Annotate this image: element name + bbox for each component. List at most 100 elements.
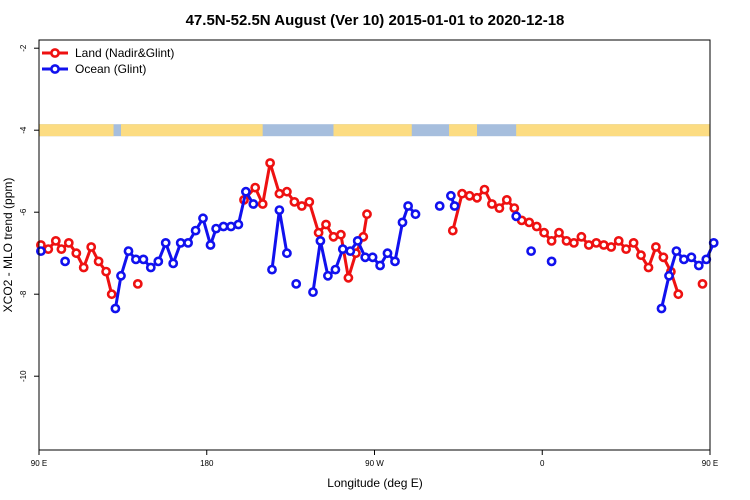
ocean-data-point <box>240 186 251 197</box>
land-data-point <box>591 237 602 248</box>
ocean-data-point <box>330 264 341 275</box>
ocean-data-point <box>322 270 333 281</box>
ocean-data-point <box>274 205 285 215</box>
ocean-data-point <box>308 287 318 297</box>
ocean-data-point <box>60 256 70 267</box>
land-data-point <box>583 240 594 250</box>
land-data-point <box>673 289 684 300</box>
x-tick-label: 90 E <box>702 459 718 468</box>
ocean-series <box>36 186 719 314</box>
legend-swatch-marker <box>50 48 60 58</box>
ocean-data-point <box>291 278 302 289</box>
ocean-data-point <box>693 260 704 271</box>
ocean-data-point <box>352 235 363 246</box>
land-data-point <box>132 278 143 289</box>
land-data-point <box>101 266 111 277</box>
land-data-point <box>257 199 268 209</box>
ocean-data-point <box>160 237 171 248</box>
land-data-point <box>63 237 74 248</box>
ocean-data-point <box>267 264 277 275</box>
ocean-data-point <box>138 254 149 265</box>
land-data-point <box>335 229 346 240</box>
ocean-data-point <box>449 201 460 211</box>
x-axis: 90 E 180 90 W 0 90 E <box>31 450 718 468</box>
land-data-point <box>561 235 572 246</box>
land-data-point <box>472 192 482 203</box>
land-data-point <box>43 244 54 254</box>
ocean-data-point <box>708 237 719 248</box>
land-data-point <box>501 194 512 205</box>
ocean-data-point <box>526 246 536 256</box>
series-layer <box>36 158 719 314</box>
ocean-data-point <box>116 270 126 281</box>
land-data-point <box>304 196 315 207</box>
land-data-point <box>554 227 564 238</box>
land-data-point <box>539 227 549 238</box>
legend-item-land: Land (Nadir&Glint) <box>42 46 174 60</box>
ocean-data-point <box>315 235 326 246</box>
land-data-point <box>281 186 292 197</box>
land-ocean-band <box>39 124 710 137</box>
y-tick-label: -8 <box>19 290 28 298</box>
land-data-point <box>464 190 475 201</box>
land-data-point <box>289 196 300 207</box>
land-data-point <box>343 272 354 283</box>
ocean-data-point <box>153 256 164 267</box>
ocean-data-point <box>205 240 216 250</box>
chart-title: 47.5N-52.5N August (Ver 10) 2015-01-01 t… <box>186 12 565 29</box>
ocean-data-point <box>36 246 46 256</box>
land-data-point <box>613 235 624 246</box>
ocean-data-point <box>248 199 259 209</box>
land-data-point <box>494 203 505 213</box>
land-data-point <box>78 262 89 273</box>
land-data-point <box>643 262 654 273</box>
y-tick-label: -4 <box>19 126 28 134</box>
land-data-point <box>106 289 117 300</box>
land-data-point <box>531 221 542 232</box>
legend-label: Ocean (Glint) <box>75 62 146 76</box>
land-data-point <box>486 199 497 209</box>
land-data-point <box>576 231 587 242</box>
land-band-segment <box>39 124 114 137</box>
ocean-data-point <box>671 246 682 256</box>
ocean-data-point <box>701 254 712 265</box>
y-axis-label: XCO2 - MLO trend (ppm) <box>1 178 15 313</box>
land-data-point <box>86 242 97 252</box>
x-tick-label: 180 <box>200 459 214 468</box>
ocean-data-point <box>337 244 348 254</box>
y-tick-label: -10 <box>19 370 28 382</box>
x-tick-label: 0 <box>540 459 545 468</box>
land-data-point <box>606 242 617 252</box>
ocean-data-point <box>218 221 229 232</box>
land-data-point <box>250 182 261 193</box>
ocean-data-point <box>410 209 421 220</box>
ocean-data-point <box>397 217 408 228</box>
ocean-data-point <box>233 219 244 230</box>
land-data-point <box>296 201 307 211</box>
land-data-point <box>362 209 372 220</box>
land-data-point <box>509 203 520 213</box>
y-axis: -2 -4 -6 -8 -10 <box>19 44 39 382</box>
land-data-point <box>697 278 708 289</box>
land-band-segment <box>333 124 412 137</box>
x-tick-label: 90 E <box>31 459 47 468</box>
land-band-segment <box>516 124 710 137</box>
land-data-point <box>546 235 557 246</box>
land-data-point <box>274 188 285 199</box>
land-data-point <box>50 235 61 246</box>
land-data-point <box>56 244 67 254</box>
ocean-data-point <box>390 256 400 267</box>
ocean-data-point <box>375 260 385 271</box>
land-band-segment <box>449 124 478 137</box>
land-data-point <box>93 256 104 267</box>
ocean-data-point <box>445 190 456 201</box>
land-data-point <box>621 244 631 254</box>
x-tick-label: 90 W <box>365 459 384 468</box>
land-data-point <box>457 188 467 199</box>
y-tick-label: -6 <box>19 208 28 216</box>
ocean-data-point <box>403 201 413 211</box>
legend-label: Land (Nadir&Glint) <box>75 46 174 60</box>
ocean-data-point <box>367 252 378 263</box>
ocean-data-point <box>190 225 201 236</box>
ocean-data-point <box>664 270 674 281</box>
